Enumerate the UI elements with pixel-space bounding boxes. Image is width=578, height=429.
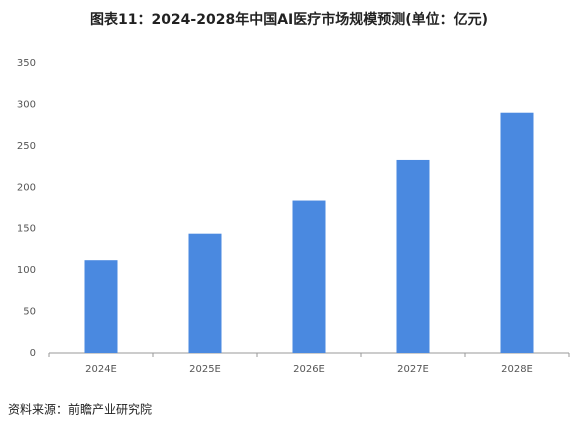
source-note: 资料来源：前瞻产业研究院 bbox=[8, 402, 152, 417]
y-tick-label: 200 bbox=[17, 182, 36, 193]
chart-title: 图表11：2024-2028年中国AI医疗市场规模预测(单位：亿元) bbox=[90, 11, 488, 28]
y-tick-label: 350 bbox=[17, 58, 36, 69]
bar bbox=[500, 112, 534, 353]
y-tick-label: 250 bbox=[17, 141, 36, 152]
x-tick-label: 2024E bbox=[85, 364, 117, 375]
x-tick-label: 2025E bbox=[189, 364, 221, 375]
x-tick-label: 2027E bbox=[397, 364, 429, 375]
x-tick-label: 2026E bbox=[293, 364, 325, 375]
y-tick-label: 50 bbox=[23, 307, 36, 318]
bar bbox=[396, 159, 430, 353]
y-tick-label: 150 bbox=[17, 224, 36, 235]
bar bbox=[188, 233, 222, 353]
y-tick-label: 300 bbox=[17, 99, 36, 110]
y-tick-label: 100 bbox=[17, 265, 36, 276]
x-tick-label: 2028E bbox=[501, 364, 533, 375]
y-tick-label: 0 bbox=[30, 348, 36, 359]
bar bbox=[292, 200, 326, 353]
bar bbox=[84, 260, 118, 353]
